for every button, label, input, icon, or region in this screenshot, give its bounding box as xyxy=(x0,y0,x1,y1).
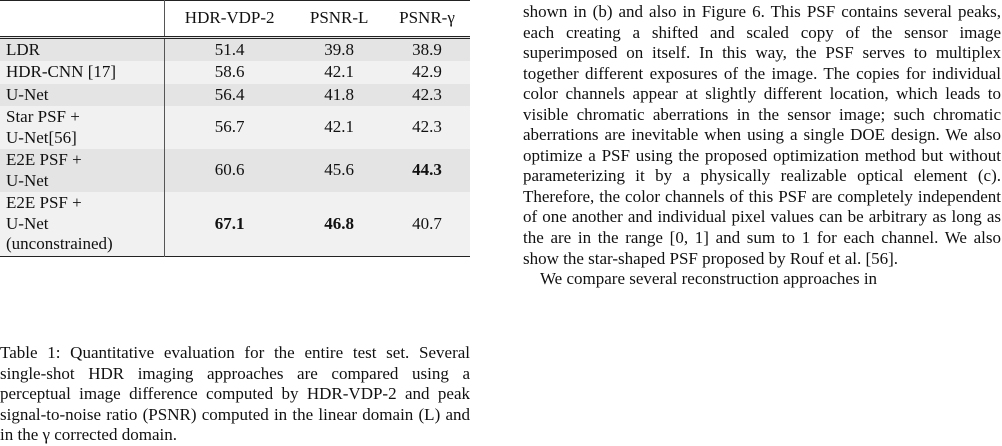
table-row: E2E PSF + U-Net 60.6 45.6 44.3 xyxy=(0,149,470,192)
table-cell: HDR-CNN [17] xyxy=(0,61,165,84)
table-cell: 38.9 xyxy=(412,39,442,59)
table-cell: 60.6 xyxy=(214,160,245,180)
header-cell: HDR-VDP-2 xyxy=(184,8,275,27)
table-cell: 56.4 xyxy=(214,84,245,104)
results-table: HDR-VDP-2 PSNR-L PSNR-γ LDR 51.4 39.8 38.9 H… xyxy=(0,0,470,257)
header-row: HDR-VDP-2 PSNR-L PSNR-γ xyxy=(0,0,470,37)
table-row: Star PSF + U-Net[56] 56.7 42.1 42.3 xyxy=(0,106,470,149)
table-cell: 39.8 xyxy=(324,39,355,59)
table-row: LDR 51.4 39.8 38.9 xyxy=(0,37,470,61)
table-body: LDR 51.4 39.8 38.9 HDR-CNN [17] 58.6 42.1 42.9 U… xyxy=(0,37,470,256)
table-cell: 44.3 xyxy=(412,160,442,180)
table-cell: 42.1 xyxy=(324,62,355,81)
table-cell: 42.3 xyxy=(412,117,442,137)
table-cell: 42.1 xyxy=(324,117,355,137)
paragraph: We compare several reconstruction approa… xyxy=(540,269,878,289)
body-text: shown in (b) and also in Figure 6. This … xyxy=(523,2,1001,290)
table-cell: LDR xyxy=(0,37,165,61)
table-cell: U-Net xyxy=(0,83,165,106)
table-row: U-Net 56.4 41.8 42.3 xyxy=(0,83,470,106)
header-cell: PSNR-γ xyxy=(399,8,455,27)
table-cell: 58.6 xyxy=(214,62,245,81)
table-block: HDR-VDP-2 PSNR-L PSNR-γ LDR 51.4 39.8 38.9 H… xyxy=(0,0,470,257)
header-cell: PSNR-L xyxy=(309,8,369,27)
table-caption: Table 1: Quantitative evaluation for the… xyxy=(0,343,470,444)
header-cell xyxy=(0,0,165,37)
table-cell: 42.3 xyxy=(412,84,442,104)
table-cell: Star PSF + U-Net[56] xyxy=(0,106,165,149)
table-cell: 56.7 xyxy=(214,117,245,137)
table-row: E2E PSF + U-Net (unconstrained) 67.1 46.8 4… xyxy=(0,192,470,256)
table-cell: 42.9 xyxy=(412,62,442,81)
table-cell: E2E PSF + U-Net (unconstrained) xyxy=(0,192,165,256)
table-cell: 41.8 xyxy=(324,84,355,104)
table-row: HDR-CNN [17] 58.6 42.1 42.9 xyxy=(0,61,470,84)
table-cell: 67.1 xyxy=(214,213,245,233)
paragraph: shown in (b) and also in Figure 6. This … xyxy=(523,2,1001,268)
table-cell: 51.4 xyxy=(214,39,245,59)
table-cell: E2E PSF + U-Net xyxy=(0,149,165,192)
table-cell: 40.7 xyxy=(412,213,442,233)
table-cell: 46.8 xyxy=(324,213,355,233)
table-cell: 45.6 xyxy=(324,160,355,180)
